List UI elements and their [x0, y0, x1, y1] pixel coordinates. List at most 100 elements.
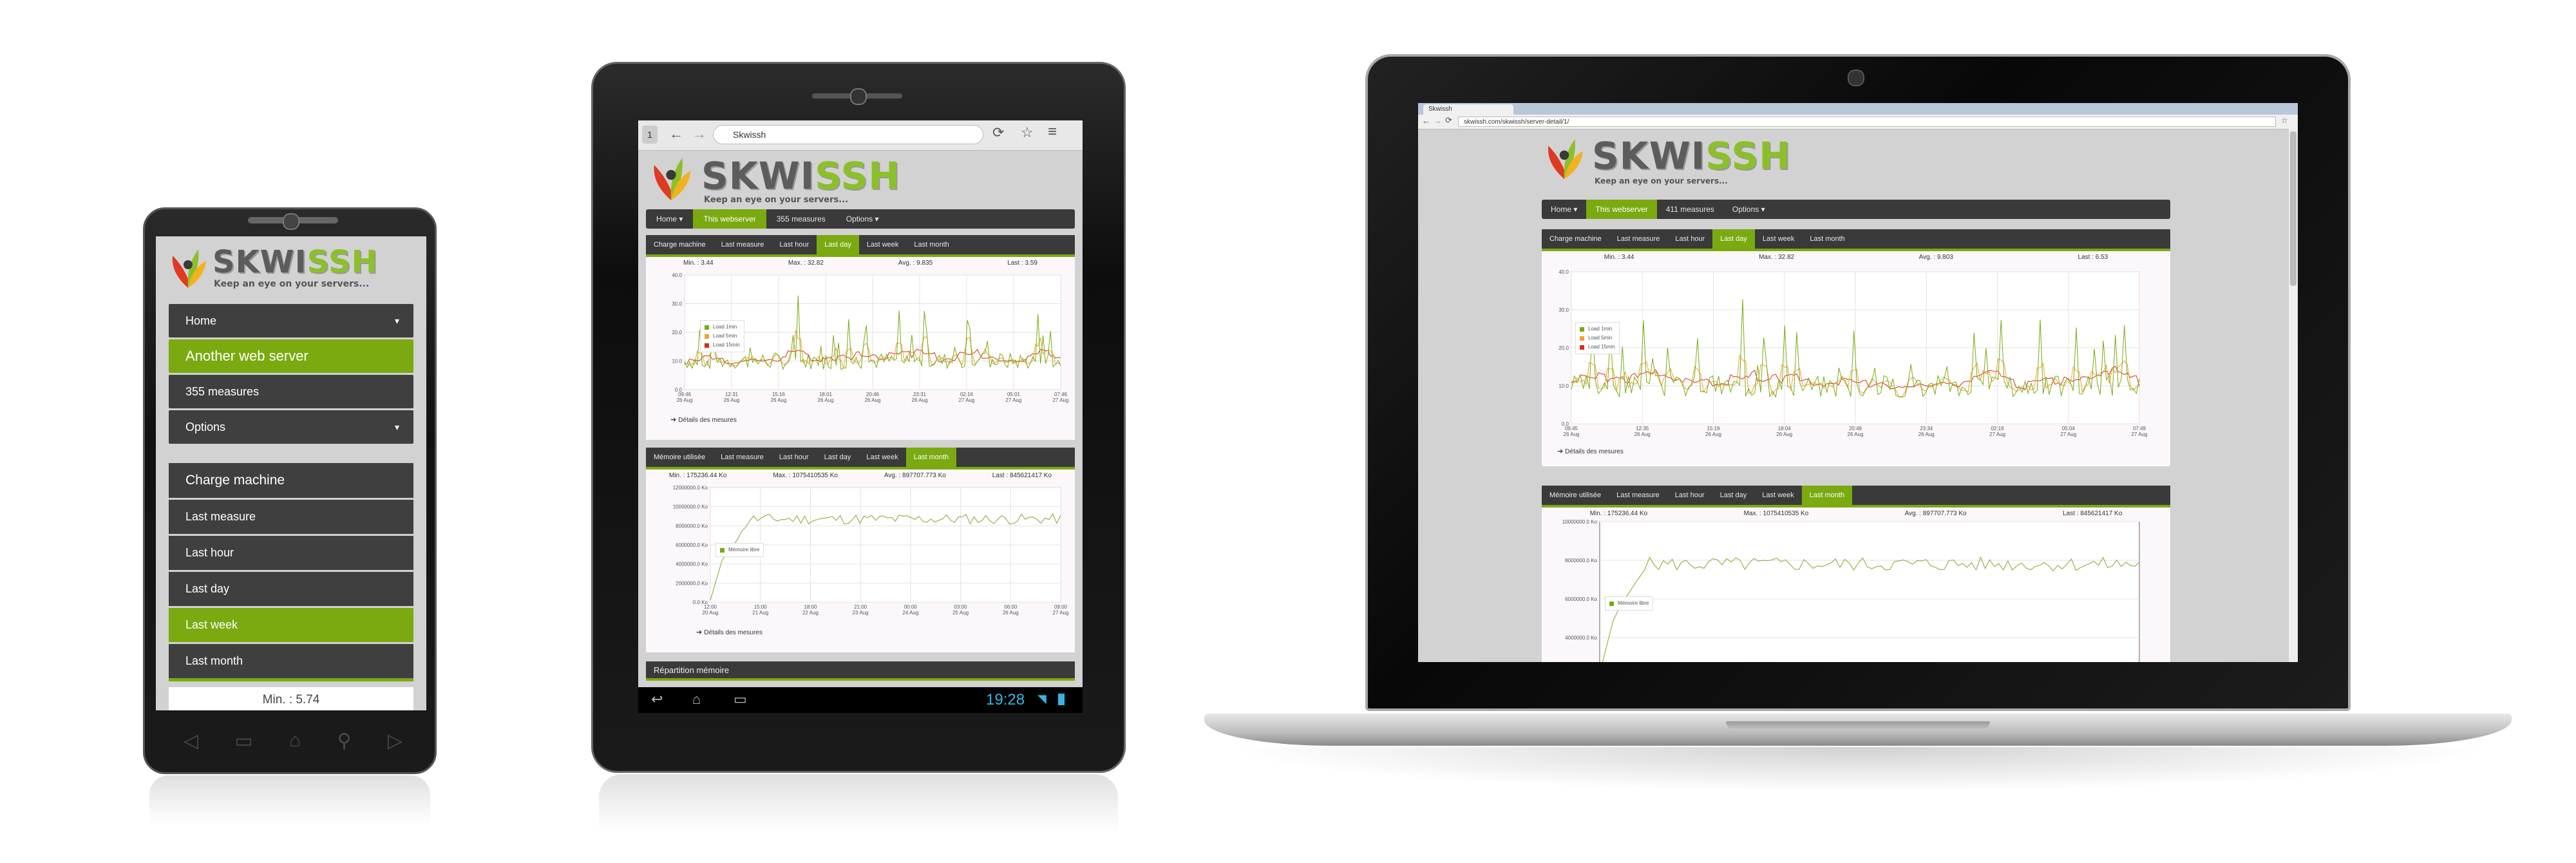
panel-header: Charge machine Last measure Last hour Last … — [1542, 229, 2170, 251]
phone-nav-item-355-measures[interactable]: 355 measures — [169, 375, 413, 408]
tablet-next-panel[interactable]: Répartition mémoire — [646, 661, 1075, 681]
tab-last-day[interactable]: Last day — [824, 453, 851, 461]
phone-nav-item-options[interactable]: Options ▾ — [169, 410, 413, 444]
phone-min-stat: Min. : 5.74 — [169, 687, 413, 710]
tagline: Keep an eye on your servers... — [214, 279, 370, 289]
tab-last-day[interactable]: Last day — [1719, 491, 1747, 499]
tab-last-measure[interactable]: Last measure — [721, 453, 764, 461]
tab-last-measure[interactable]: Last measure — [721, 241, 764, 249]
browser-tab-count[interactable]: 1 — [642, 126, 658, 144]
tab-last-week[interactable]: Last week — [866, 453, 898, 461]
chart-legend: Load 1min Load 5min Load 15min — [1575, 322, 1620, 354]
legend-item[interactable]: Load 15min — [1580, 343, 1615, 352]
home-icon[interactable]: ⌂ — [692, 691, 701, 707]
laptop-scrollbar[interactable] — [2289, 129, 2298, 662]
bookmark-star-icon[interactable]: ☆ — [2281, 116, 2288, 125]
url-bar[interactable]: skwissh.com/skwissh/server-detail/1/ — [1458, 117, 2276, 127]
legend-item[interactable]: Load 1min — [705, 323, 740, 332]
phone-period-last-hour[interactable]: Last hour — [169, 536, 413, 570]
nav-item-options[interactable]: Options ▾ — [846, 214, 879, 223]
tab-last-hour[interactable]: Last hour — [1674, 491, 1705, 499]
laptop-scrollbar-thumb[interactable] — [2290, 131, 2297, 286]
phone-period-last-day[interactable]: Last day — [169, 572, 413, 606]
legend-item[interactable]: Mémoire libre — [720, 545, 759, 555]
reload-icon[interactable]: ⟳ — [992, 124, 1005, 140]
tab-last-measure[interactable]: Last measure — [1616, 491, 1660, 499]
details-label: Détails des mesures — [678, 417, 737, 424]
nav-item-this-webserver[interactable]: This webserver — [1586, 200, 1657, 219]
x-tick-label: 12:35 — [1636, 426, 1649, 432]
x-tick-label: 05:04 — [2062, 426, 2076, 432]
forward-icon[interactable]: ▷ — [387, 730, 402, 752]
tab-last-hour[interactable]: Last hour — [779, 453, 809, 461]
legend-item[interactable]: Mémoire libre — [1609, 599, 1649, 608]
back-icon[interactable]: ← — [669, 126, 683, 142]
legend-swatch — [1580, 327, 1584, 332]
back-icon[interactable]: ↩ — [651, 691, 663, 707]
nav-item-options[interactable]: Options ▾ — [1732, 205, 1765, 214]
tab-last-month[interactable]: Last month — [905, 448, 957, 467]
phone-nav-item-another-web-server[interactable]: Another web server — [169, 339, 413, 373]
laptop-browser-tabs: Skwissh — [1418, 103, 2298, 115]
tab-last-day[interactable]: Last day — [1712, 229, 1755, 249]
chart-legend: Load 1min Load 5min Load 15min — [700, 320, 744, 352]
tab-last-day[interactable]: Last day — [817, 235, 859, 254]
tab-last-measure[interactable]: Last measure — [1616, 235, 1660, 243]
legend-item[interactable]: Load 5min — [705, 332, 740, 341]
x-tick-label: 02:19 — [1991, 426, 2004, 432]
details-link[interactable]: ➔ Détails des mesures — [696, 628, 762, 636]
back-icon[interactable]: ← — [1422, 116, 1430, 126]
recent-apps-icon[interactable]: ▭ — [234, 730, 253, 752]
x-tick-label: 20 Aug — [703, 610, 719, 616]
x-tick-label: 20:46 — [866, 392, 880, 397]
legend-item[interactable]: Load 15min — [705, 341, 740, 350]
tab-last-week[interactable]: Last week — [866, 241, 899, 249]
nav-item-home[interactable]: Home ▾ — [1551, 205, 1578, 214]
forward-icon[interactable]: → — [1434, 116, 1442, 126]
details-link[interactable]: ➔ Détails des mesures — [1557, 447, 1624, 455]
browser-tab[interactable]: Skwissh — [1423, 104, 1513, 115]
nav-item-home[interactable]: Home ▾ — [656, 214, 683, 223]
menu-icon[interactable]: ≡ — [1048, 123, 1057, 140]
panel-stats: Min. : 175236.44 Ko Max. : 1075410535 Ko A… — [1542, 510, 2170, 517]
legend-item[interactable]: Load 5min — [1580, 334, 1615, 343]
phone-period-last-month[interactable]: Last month — [169, 644, 413, 678]
tab-last-hour[interactable]: Last hour — [1675, 235, 1705, 243]
x-tick-label: 26 Aug — [1848, 432, 1864, 437]
tab-last-hour[interactable]: Last hour — [779, 241, 810, 249]
legend-item[interactable]: Load 1min — [1580, 325, 1615, 334]
phone-period-last-measure[interactable]: Last measure — [169, 500, 413, 534]
legend-label: Load 15min — [1588, 344, 1615, 350]
x-tick-label: 26 Aug — [818, 397, 834, 403]
phone-nav-item-home[interactable]: Home ▾ — [169, 304, 413, 337]
nav-item-this-webserver[interactable]: This webserver — [693, 209, 766, 229]
reload-icon[interactable]: ⟳ — [1445, 115, 1452, 125]
x-tick-label: 23:34 — [1920, 426, 1933, 432]
tab-last-month[interactable]: Last month — [1810, 235, 1845, 243]
chart-plot-area — [1599, 521, 2140, 662]
search-icon[interactable]: ⚲ — [337, 730, 352, 752]
x-tick-label: 26 Aug — [1634, 432, 1651, 437]
nav-item-355-measures[interactable]: 355 measures — [776, 214, 826, 223]
stat-value: Min. : 3.44 — [1604, 254, 1634, 261]
details-link[interactable]: ➔ Détails des mesures — [670, 415, 737, 424]
stat-value: Avg. : 9.835 — [898, 260, 933, 267]
y-tick-label: 30.0 — [1558, 307, 1569, 313]
recent-apps-icon[interactable]: ▭ — [734, 691, 747, 707]
url-bar[interactable]: Skwissh — [713, 125, 983, 144]
forward-icon[interactable]: → — [692, 126, 706, 142]
phone-logo: SKWISSH Keep an eye on your servers... — [169, 243, 413, 294]
tab-last-month[interactable]: Last month — [914, 241, 949, 249]
laptop-lid: Skwissh ← → ⟳ skwissh.com/skwissh/server… — [1365, 54, 2351, 711]
x-tick-label: 27 Aug — [1053, 610, 1069, 616]
chart-legend: Mémoire libre — [1605, 596, 1654, 611]
x-tick-label: 26 Aug — [1918, 432, 1935, 437]
tab-last-week[interactable]: Last week — [1762, 491, 1794, 499]
back-icon[interactable]: ◁ — [184, 730, 199, 752]
tab-last-month[interactable]: Last month — [1801, 486, 1853, 505]
tab-last-week[interactable]: Last week — [1762, 235, 1795, 243]
phone-period-last-week[interactable]: Last week — [169, 608, 413, 642]
nav-item-411-measures[interactable]: 411 measures — [1665, 205, 1714, 214]
home-icon[interactable]: ⌂ — [289, 730, 301, 751]
bookmark-star-icon[interactable]: ☆ — [1021, 124, 1034, 140]
